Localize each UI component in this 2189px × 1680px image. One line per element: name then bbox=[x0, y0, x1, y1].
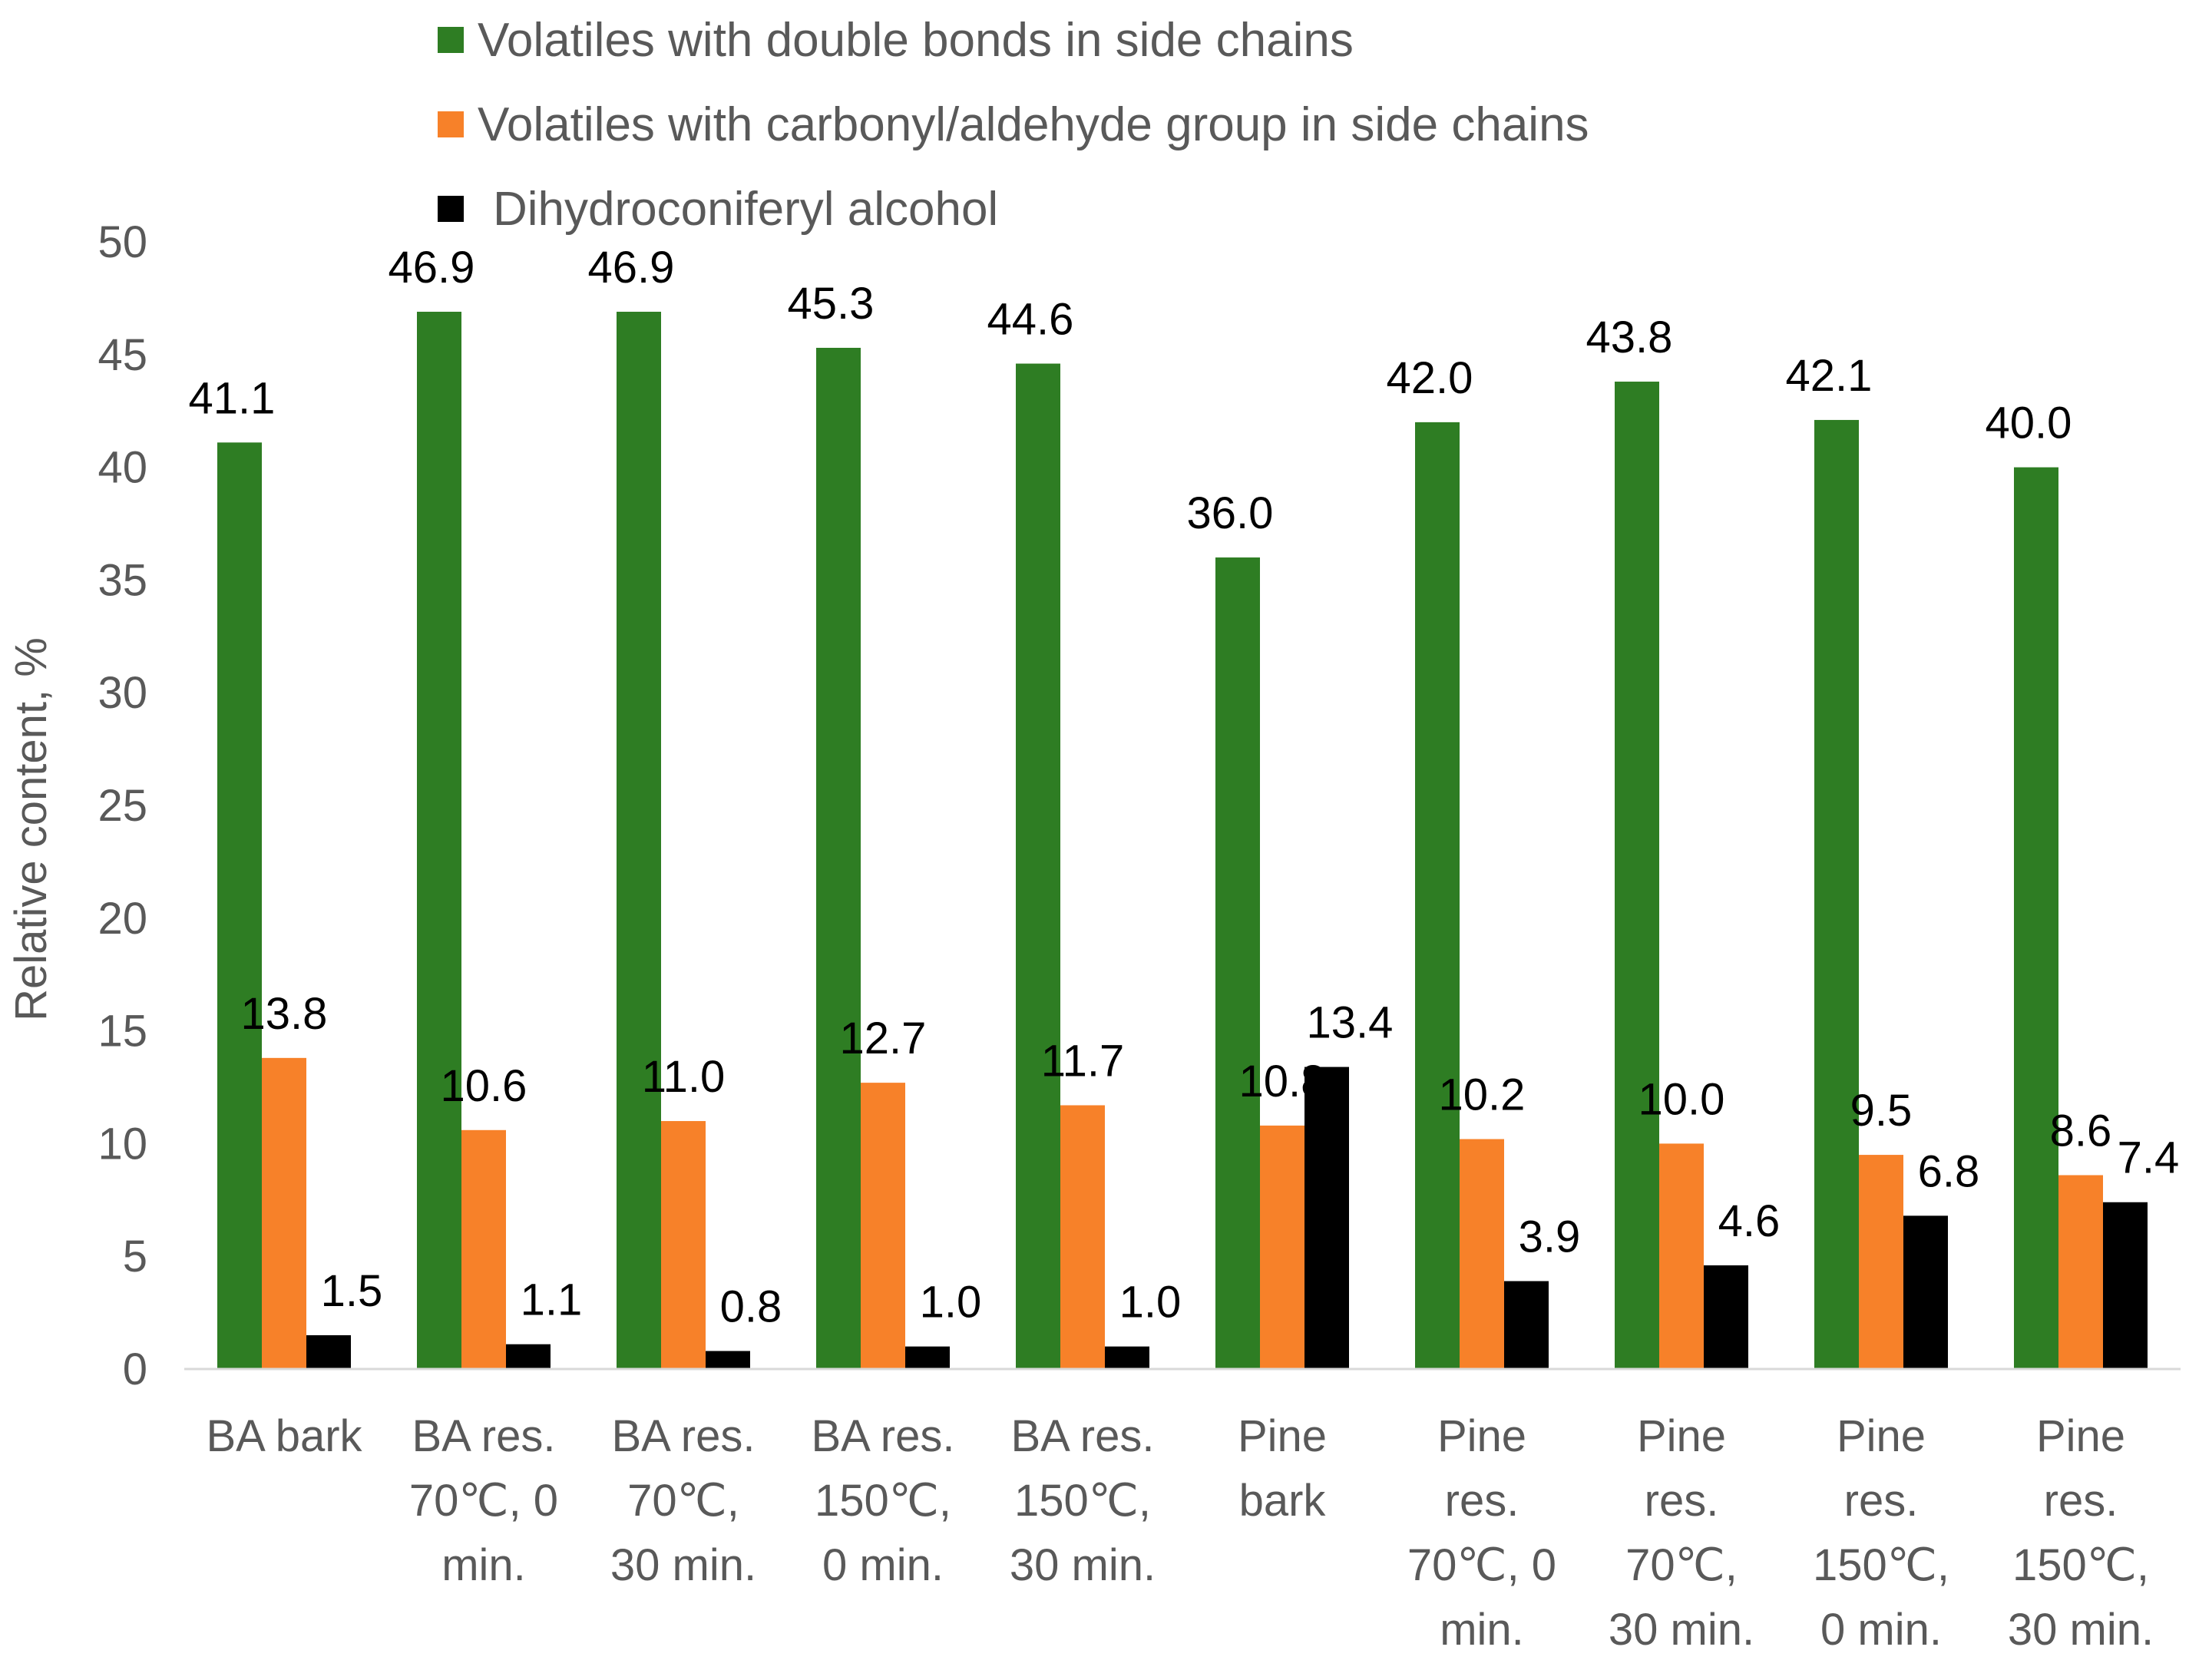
bar-double-bond bbox=[816, 347, 861, 1370]
data-label-carbonyl: 10.0 bbox=[1638, 1074, 1725, 1124]
bar-dihydroconiferyl bbox=[1304, 1067, 1349, 1369]
y-tick-label: 30 bbox=[98, 668, 147, 718]
data-label-double-bond: 46.9 bbox=[588, 243, 675, 293]
data-labels: 41.1 46.9 46.9 45.3 44.6 36.0 42.0 43.8 42.1 40.0… bbox=[189, 243, 2180, 1331]
x-category-label: BA res. 70℃, 30 min. bbox=[610, 1411, 756, 1590]
data-label-dihydroconiferyl: 1.0 bbox=[1119, 1278, 1182, 1328]
bar-carbonyl bbox=[1460, 1139, 1504, 1369]
data-label-double-bond: 45.3 bbox=[788, 279, 875, 329]
y-tick-label: 15 bbox=[98, 1007, 147, 1057]
data-label-double-bond: 46.9 bbox=[389, 243, 475, 293]
bar-double-bond bbox=[1615, 382, 1659, 1370]
legend: Volatiles with double bonds in side chai… bbox=[438, 14, 1589, 236]
legend-label-double-bond: Volatiles with double bonds in side chai… bbox=[478, 14, 1354, 67]
data-label-dihydroconiferyl: 0.8 bbox=[720, 1282, 782, 1332]
data-label-dihydroconiferyl: 7.4 bbox=[2118, 1133, 2180, 1183]
bar-double-bond bbox=[1814, 419, 1859, 1369]
bar-dihydroconiferyl bbox=[1105, 1346, 1149, 1369]
data-label-dihydroconiferyl: 1.5 bbox=[321, 1266, 383, 1316]
y-tick-label: 35 bbox=[98, 555, 147, 605]
data-label-carbonyl: 10.2 bbox=[1439, 1070, 1526, 1120]
data-label-carbonyl: 11.0 bbox=[642, 1052, 726, 1102]
bar-dihydroconiferyl bbox=[306, 1334, 351, 1369]
x-category-label: Pine res. 150℃, 30 min. bbox=[2008, 1411, 2154, 1655]
y-tick-label: 0 bbox=[123, 1344, 147, 1394]
bar-carbonyl bbox=[1260, 1125, 1304, 1369]
bar-double-bond bbox=[417, 312, 461, 1369]
data-label-dihydroconiferyl: 13.4 bbox=[1307, 998, 1394, 1048]
bars bbox=[217, 312, 2148, 1370]
bar-dihydroconiferyl bbox=[706, 1351, 750, 1369]
y-axis-ticks: 0 5 10 15 20 25 30 35 40 45 50 bbox=[98, 217, 147, 1394]
bar-double-bond bbox=[1016, 363, 1060, 1370]
bar-carbonyl bbox=[1859, 1155, 1903, 1369]
bar-double-bond bbox=[1215, 557, 1260, 1369]
data-label-dihydroconiferyl: 3.9 bbox=[1519, 1212, 1581, 1262]
x-axis-labels: BA bark BA res. 70℃, 0 min. BA res. 70℃, 30 mi… bbox=[206, 1411, 2154, 1655]
data-label-carbonyl: 10.6 bbox=[441, 1061, 527, 1111]
data-label-carbonyl: 13.8 bbox=[241, 989, 328, 1039]
bar-carbonyl bbox=[461, 1129, 506, 1369]
bar-dihydroconiferyl bbox=[1903, 1215, 1948, 1369]
data-label-double-bond: 40.0 bbox=[1986, 399, 2072, 448]
data-label-dihydroconiferyl: 6.8 bbox=[1918, 1146, 1980, 1196]
data-label-carbonyl: 11.7 bbox=[1041, 1036, 1125, 1086]
data-label-carbonyl: 10.8 bbox=[1239, 1057, 1326, 1106]
y-tick-label: 25 bbox=[98, 781, 147, 831]
data-label-dihydroconiferyl: 1.1 bbox=[521, 1275, 583, 1325]
x-category-label: Pine bark bbox=[1238, 1411, 1327, 1526]
data-label-dihydroconiferyl: 4.6 bbox=[1718, 1196, 1781, 1246]
x-category-label: Pine res. 150℃, 0 min. bbox=[1813, 1411, 1949, 1655]
bar-carbonyl bbox=[1060, 1105, 1105, 1369]
bar-dihydroconiferyl bbox=[2103, 1202, 2148, 1369]
x-category-label: BA res. 150℃, 0 min. bbox=[812, 1411, 955, 1590]
data-label-double-bond: 44.6 bbox=[987, 295, 1074, 345]
legend-swatch-double-bond bbox=[438, 27, 464, 53]
data-label-carbonyl: 8.6 bbox=[2050, 1106, 2112, 1156]
legend-label-carbonyl: Volatiles with carbonyl/aldehyde group i… bbox=[478, 98, 1589, 151]
legend-swatch-dihydroconiferyl bbox=[438, 196, 464, 222]
data-label-carbonyl: 9.5 bbox=[1850, 1086, 1913, 1136]
bar-double-bond bbox=[217, 442, 262, 1370]
bar-dihydroconiferyl bbox=[506, 1344, 551, 1369]
x-category-label: BA res. 150℃, 30 min. bbox=[1010, 1411, 1156, 1590]
bar-carbonyl bbox=[1659, 1143, 1704, 1369]
x-category-label: Pine res. 70℃, 0 min. bbox=[1407, 1411, 1556, 1655]
data-label-double-bond: 36.0 bbox=[1187, 488, 1274, 538]
y-tick-label: 10 bbox=[98, 1119, 147, 1169]
bar-double-bond bbox=[617, 312, 661, 1369]
bar-dihydroconiferyl bbox=[1704, 1265, 1748, 1369]
y-tick-label: 50 bbox=[98, 217, 147, 267]
bar-dihydroconiferyl bbox=[1504, 1281, 1549, 1369]
x-category-label: BA res. 70℃, 0 min. bbox=[409, 1411, 558, 1590]
bar-carbonyl bbox=[861, 1083, 905, 1369]
bar-carbonyl bbox=[661, 1121, 706, 1369]
y-tick-label: 45 bbox=[98, 330, 147, 380]
bar-dihydroconiferyl bbox=[905, 1346, 950, 1369]
x-category-label: Pine res. 70℃, 30 min. bbox=[1609, 1411, 1754, 1655]
data-label-double-bond: 41.1 bbox=[189, 373, 276, 423]
bar-carbonyl bbox=[262, 1057, 306, 1369]
legend-label-dihydroconiferyl: Dihydroconiferyl alcohol bbox=[493, 183, 998, 236]
x-category-label: BA bark bbox=[206, 1411, 362, 1461]
data-label-double-bond: 42.1 bbox=[1786, 351, 1873, 401]
data-label-dihydroconiferyl: 1.0 bbox=[920, 1278, 982, 1328]
y-tick-label: 40 bbox=[98, 443, 147, 493]
data-label-double-bond: 42.0 bbox=[1387, 353, 1473, 403]
bar-carbonyl bbox=[2058, 1175, 2103, 1369]
y-axis-title: Relative content, % bbox=[6, 637, 56, 1021]
y-tick-label: 5 bbox=[123, 1232, 147, 1281]
bar-double-bond bbox=[2014, 467, 2058, 1369]
bar-double-bond bbox=[1415, 422, 1460, 1369]
legend-swatch-carbonyl bbox=[438, 111, 464, 137]
y-tick-label: 20 bbox=[98, 894, 147, 944]
data-label-carbonyl: 12.7 bbox=[840, 1014, 927, 1063]
data-label-double-bond: 43.8 bbox=[1586, 313, 1673, 362]
